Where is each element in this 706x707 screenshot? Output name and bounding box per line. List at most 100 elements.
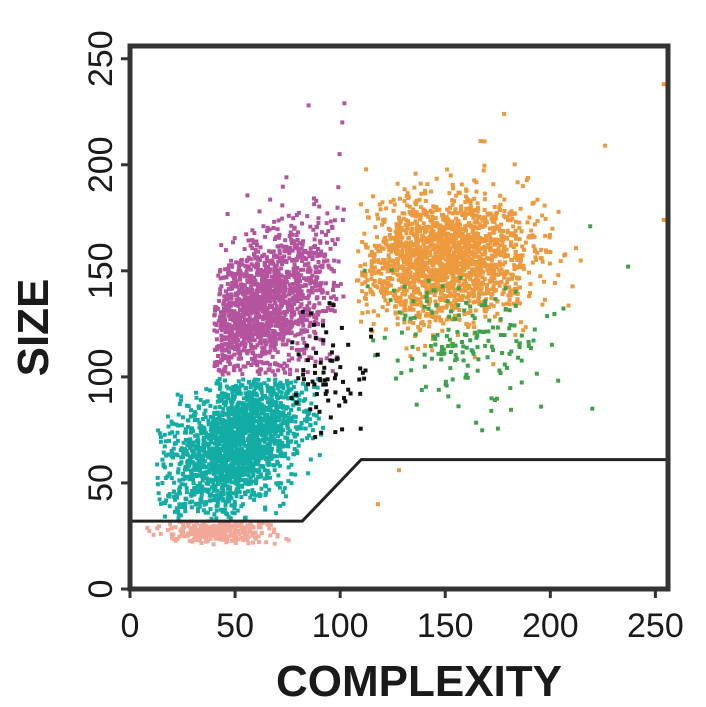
- data-point-orange: [478, 139, 483, 143]
- data-point-purple: [308, 320, 313, 325]
- data-point-orange: [372, 253, 377, 258]
- data-point-purple: [299, 289, 304, 294]
- data-point-teal: [253, 481, 258, 486]
- data-point-purple: [247, 290, 252, 295]
- data-point-orange: [421, 269, 426, 274]
- data-point-teal: [217, 468, 222, 472]
- data-point-teal: [173, 509, 177, 514]
- data-point-purple: [239, 307, 244, 312]
- data-point-teal: [274, 400, 279, 405]
- data-point-purple: [257, 367, 262, 372]
- data-point-purple: [284, 321, 289, 326]
- data-point-teal: [286, 456, 291, 461]
- data-point-teal: [174, 492, 179, 497]
- data-point-teal: [249, 446, 254, 451]
- data-point-orange: [428, 272, 433, 277]
- data-point-purple: [292, 320, 297, 325]
- data-point-purple: [300, 242, 305, 247]
- data-point-purple: [215, 329, 219, 334]
- data-point-purple: [225, 212, 230, 216]
- data-point-teal: [226, 499, 231, 503]
- data-point-teal: [214, 381, 219, 386]
- data-point-teal: [225, 472, 230, 477]
- data-point-purple: [267, 367, 272, 372]
- data-point-orange: [548, 250, 553, 254]
- data-point-purple: [267, 339, 272, 344]
- data-point-teal: [231, 396, 236, 401]
- data-point-purple: [273, 334, 278, 339]
- data-point-teal: [217, 439, 222, 444]
- data-point-orange: [471, 215, 476, 220]
- data-point-teal: [316, 416, 321, 421]
- data-point-purple: [234, 317, 239, 322]
- data-point-orange: [412, 249, 417, 254]
- data-point-teal: [233, 434, 238, 439]
- data-point-orange: [403, 269, 408, 274]
- data-point-teal: [236, 464, 241, 469]
- data-point-orange: [500, 292, 505, 297]
- data-point-teal: [200, 478, 205, 483]
- data-point-teal: [255, 418, 260, 423]
- data-point-purple: [295, 238, 300, 242]
- data-point-orange: [502, 249, 507, 254]
- data-point-orange: [502, 272, 507, 277]
- data-point-orange: [443, 267, 448, 272]
- data-point-teal: [255, 458, 260, 463]
- data-point-purple: [252, 282, 257, 287]
- data-point-purple: [310, 273, 315, 278]
- data-point-orange: [475, 235, 480, 240]
- data-point-purple: [257, 209, 262, 214]
- data-point-purple: [328, 246, 333, 251]
- data-point-purple: [313, 283, 318, 288]
- data-point-orange: [365, 310, 370, 315]
- data-point-teal: [275, 386, 280, 391]
- data-point-purple: [282, 292, 286, 297]
- data-point-purple: [237, 314, 241, 319]
- data-point-purple: [276, 218, 281, 223]
- data-point-orange: [527, 270, 531, 275]
- data-point-teal: [165, 474, 170, 479]
- data-point-purple: [277, 315, 282, 320]
- data-point-teal: [167, 471, 172, 476]
- data-point-orange: [399, 253, 404, 258]
- data-point-purple: [270, 341, 275, 346]
- data-point-purple: [330, 225, 335, 230]
- data-point-purple: [246, 338, 251, 343]
- data-point-teal: [284, 391, 289, 396]
- data-point-orange: [520, 244, 525, 249]
- data-point-orange: [475, 231, 480, 236]
- data-point-teal: [300, 438, 305, 443]
- data-point-purple: [242, 347, 247, 352]
- data-point-purple: [242, 274, 247, 279]
- data-point-teal: [285, 383, 290, 388]
- data-point-orange: [428, 258, 432, 263]
- data-point-purple: [337, 152, 342, 157]
- data-point-orange: [464, 295, 469, 300]
- data-point-teal: [206, 481, 211, 486]
- data-point-teal: [194, 395, 199, 400]
- data-point-teal: [303, 397, 308, 402]
- data-point-purple: [314, 288, 319, 293]
- data-point-teal: [271, 454, 276, 458]
- data-point-teal: [283, 420, 288, 425]
- data-point-orange: [481, 168, 486, 173]
- data-point-teal: [192, 492, 197, 497]
- data-point-orange: [488, 266, 493, 271]
- data-point-purple: [295, 245, 300, 250]
- data-point-teal: [219, 491, 224, 495]
- data-point-orange: [474, 243, 479, 248]
- data-point-purple: [262, 252, 267, 257]
- data-point-teal: [237, 450, 242, 454]
- data-point-orange: [440, 328, 445, 333]
- data-point-orange: [515, 264, 520, 269]
- data-point-purple: [292, 285, 297, 290]
- data-point-purple: [222, 310, 227, 315]
- data-point-teal: [197, 451, 202, 456]
- data-point-purple: [263, 234, 268, 239]
- data-point-teal: [241, 401, 246, 406]
- data-point-teal: [252, 377, 257, 382]
- data-point-teal: [217, 404, 222, 409]
- data-point-orange: [574, 246, 578, 251]
- data-point-purple: [225, 345, 230, 350]
- data-point-orange: [497, 205, 502, 210]
